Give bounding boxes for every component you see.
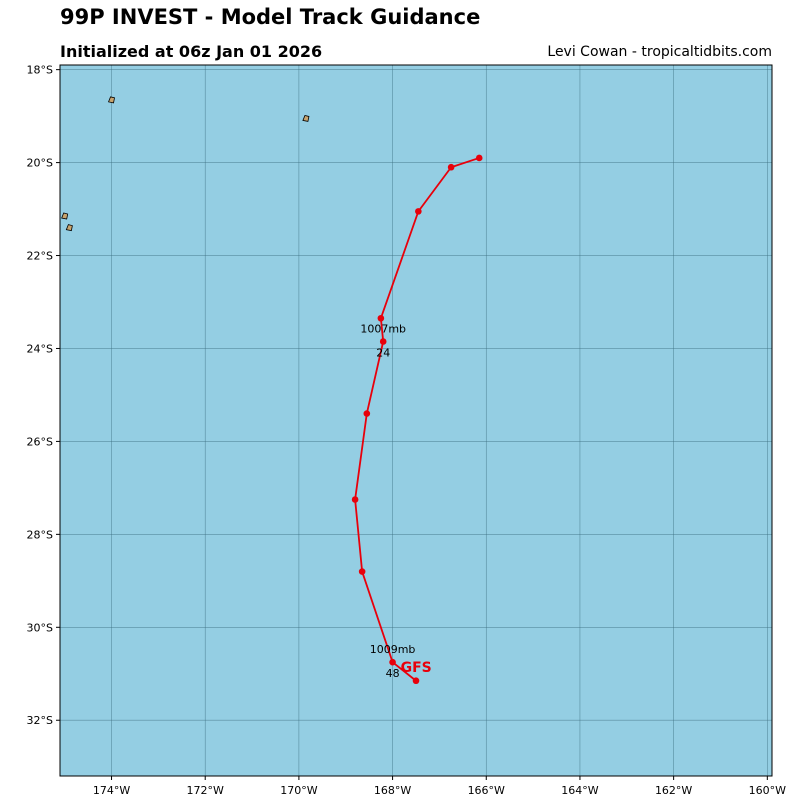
lat-tick-label: 24°S bbox=[27, 342, 53, 355]
islands bbox=[61, 96, 310, 232]
island-tonga-edge bbox=[61, 212, 69, 220]
track-point bbox=[475, 154, 483, 162]
lat-tick-label: 18°S bbox=[27, 64, 53, 77]
lon-tick-label: 160°W bbox=[749, 784, 786, 797]
island-tonga-small bbox=[65, 224, 73, 232]
track-point bbox=[415, 208, 422, 215]
init-time: Initialized at 06z Jan 01 2026 bbox=[60, 42, 323, 61]
track-point bbox=[351, 496, 359, 503]
track-point bbox=[447, 163, 455, 171]
lat-tick-label: 22°S bbox=[27, 250, 53, 263]
lon-tick-label: 174°W bbox=[93, 784, 130, 797]
grid-lines bbox=[60, 65, 772, 776]
track-point bbox=[363, 410, 371, 417]
model-tracks: 1007mb 24 1009mb 48 GFS bbox=[351, 154, 483, 685]
pressure-label: 1007mb bbox=[360, 323, 406, 336]
lat-tick-label: 20°S bbox=[27, 157, 53, 170]
forecast-hour-label: 48 bbox=[386, 667, 400, 680]
lon-tick-label: 172°W bbox=[187, 784, 224, 797]
axis-ticks: 174°W 172°W 170°W 168°W 166°W 164°W 162°W 160°W… bbox=[27, 64, 787, 797]
credit: Levi Cowan - tropicaltidbits.com bbox=[547, 44, 772, 60]
track-point bbox=[389, 658, 396, 666]
track-line-gfs bbox=[354, 157, 480, 682]
model-label: GFS bbox=[401, 660, 432, 676]
lat-tick-label: 32°S bbox=[27, 714, 53, 727]
chart-title: 99P INVEST - Model Track Guidance bbox=[60, 5, 481, 29]
track-point bbox=[377, 314, 385, 322]
map-frame bbox=[59, 64, 773, 777]
ocean-background bbox=[60, 65, 772, 776]
lat-tick-label: 30°S bbox=[27, 621, 53, 634]
lat-tick-label: 28°S bbox=[27, 528, 53, 541]
track-point bbox=[379, 338, 387, 345]
pressure-label: 1009mb bbox=[370, 643, 416, 656]
island-niue-west bbox=[107, 96, 115, 104]
forecast-hour-label: 24 bbox=[376, 347, 390, 360]
lon-tick-label: 168°W bbox=[374, 784, 411, 797]
lat-tick-label: 26°S bbox=[27, 435, 53, 448]
lon-tick-label: 164°W bbox=[561, 784, 598, 797]
lon-tick-label: 162°W bbox=[655, 784, 692, 797]
track-point bbox=[412, 677, 420, 685]
lon-tick-label: 166°W bbox=[468, 784, 505, 797]
track-point bbox=[358, 568, 366, 575]
lon-tick-label: 170°W bbox=[280, 784, 317, 797]
island-niue bbox=[302, 114, 310, 122]
